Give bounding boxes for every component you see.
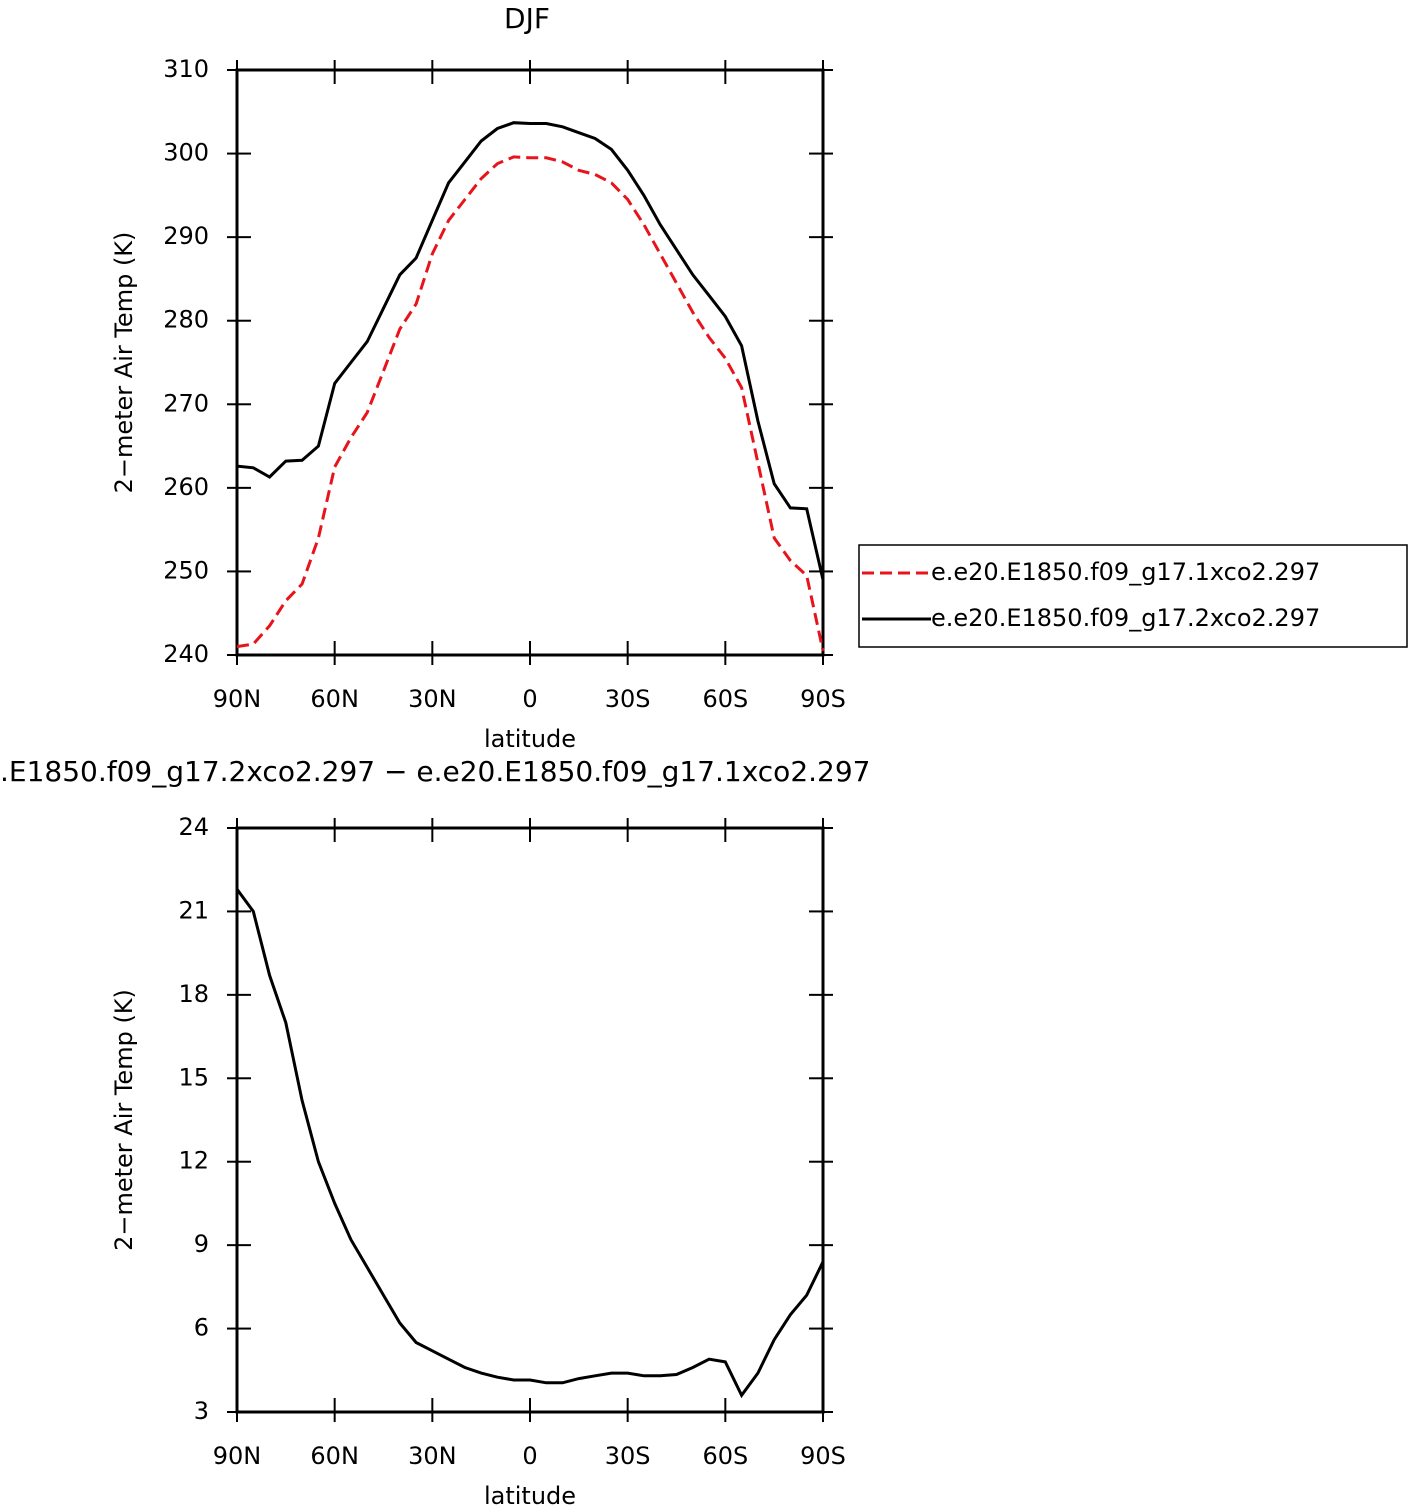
plot-frame	[235, 68, 825, 657]
x-tick-label: 30N	[408, 1442, 457, 1470]
x-axis-label: latitude	[484, 1482, 576, 1510]
y-tick-label: 3	[194, 1397, 209, 1425]
data-line	[235, 888, 825, 1399]
x-axis-label: latitude	[484, 725, 576, 753]
y-tick-label: 24	[178, 813, 209, 841]
y-tick-label: 240	[163, 640, 209, 668]
y-tick-label: 18	[178, 980, 209, 1008]
x-tick-label: 30N	[408, 685, 457, 713]
x-tick-label: 60S	[702, 685, 748, 713]
x-tick-label: 90N	[213, 1442, 262, 1470]
x-tick-label: 0	[522, 1442, 537, 1470]
y-tick-label: 21	[178, 896, 209, 924]
y-tick-label: 300	[163, 139, 209, 167]
y-axis-label: 2−meter Air Temp (K)	[110, 232, 138, 494]
data-line	[236, 121, 825, 581]
x-tick-label: 60N	[310, 685, 359, 713]
y-tick-label: 280	[163, 306, 209, 334]
x-tick-label: 0	[522, 685, 537, 713]
y-tick-label: 9	[194, 1230, 209, 1258]
y-tick-label: 290	[163, 222, 209, 250]
legend-label: e.e20.E1850.f09_g17.1xco2.297	[931, 558, 1320, 586]
y-tick-label: 270	[163, 389, 209, 417]
x-tick-label: 90S	[800, 685, 846, 713]
legend-box	[858, 544, 1408, 648]
y-tick-label: 12	[178, 1147, 209, 1175]
plot-frame	[235, 826, 825, 1414]
x-tick-label: 60N	[310, 1442, 359, 1470]
x-tick-label: 60S	[702, 1442, 748, 1470]
y-tick-label: 6	[194, 1314, 209, 1342]
y-axis-label: 2−meter Air Temp (K)	[110, 989, 138, 1251]
data-line	[236, 155, 825, 652]
y-tick-label: 310	[163, 55, 209, 83]
x-tick-label: 90N	[213, 685, 262, 713]
chart-title: DJF	[504, 2, 550, 35]
y-tick-label: 260	[163, 473, 209, 501]
chart-title: .E1850.f09_g17.2xco2.297 − e.e20.E1850.f…	[0, 755, 870, 788]
x-tick-label: 30S	[605, 685, 651, 713]
y-tick-label: 250	[163, 556, 209, 584]
y-tick-label: 15	[178, 1063, 209, 1091]
x-tick-label: 30S	[605, 1442, 651, 1470]
legend-label: e.e20.E1850.f09_g17.2xco2.297	[931, 604, 1320, 632]
x-tick-label: 90S	[800, 1442, 846, 1470]
